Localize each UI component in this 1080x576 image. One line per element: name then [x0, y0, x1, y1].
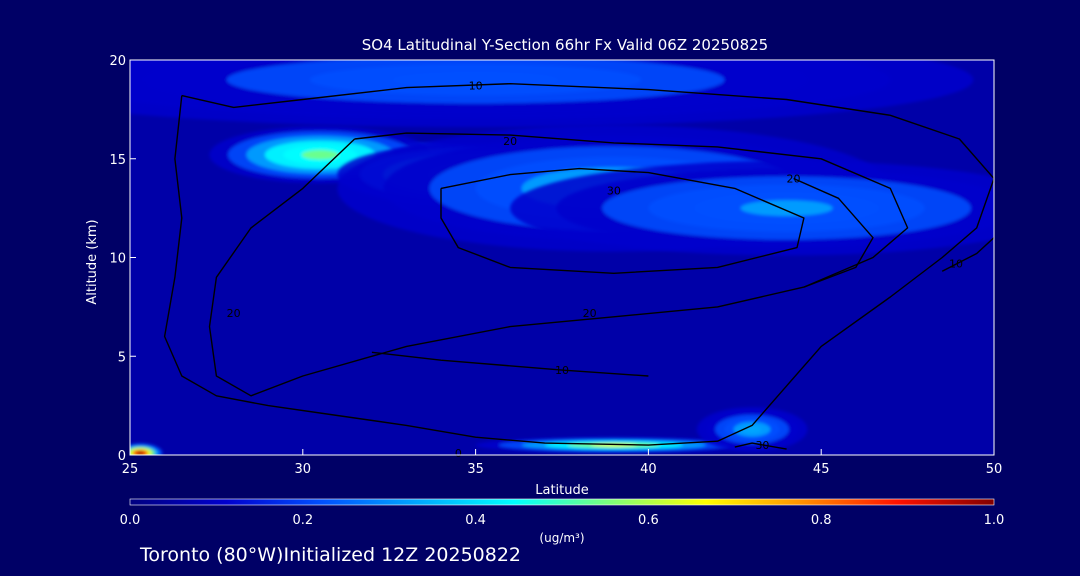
y-tick-label: 5 — [118, 350, 126, 365]
colorbar-tick-label: 0.4 — [465, 513, 486, 528]
y-tick-label: 20 — [109, 54, 126, 69]
colorbar — [130, 499, 994, 505]
colorbar-tick-label: 1.0 — [984, 513, 1005, 528]
contour-line — [208, 132, 909, 397]
x-axis: 25 30 35 40 45 50 — [122, 449, 1003, 477]
y-axis-label: Altitude (km) — [85, 219, 100, 304]
x-tick-label: 45 — [813, 462, 830, 477]
chart-title: SO4 Latitudinal Y-Section 66hr Fx Valid … — [362, 36, 768, 54]
contour-label: 20 — [227, 307, 241, 320]
concentration-shading — [130, 60, 994, 455]
x-tick-label: 50 — [986, 462, 1003, 477]
x-tick-label: 35 — [467, 462, 484, 477]
shading-blob — [510, 160, 994, 256]
y-axis: 0 5 10 15 20 — [109, 54, 136, 464]
contour-label: 20 — [787, 173, 801, 186]
contour-line — [371, 351, 649, 377]
contour-label: 30 — [755, 439, 769, 452]
contour-line — [440, 167, 805, 274]
shading-cell — [301, 150, 339, 160]
contour-label: 20 — [503, 135, 517, 148]
contour-lines — [163, 83, 994, 450]
shading-blob — [696, 407, 808, 452]
contour-line — [734, 442, 787, 450]
colorbar-tick-label: 0.2 — [292, 513, 313, 528]
shading-blob — [130, 443, 163, 455]
x-tick-label: 25 — [122, 462, 139, 477]
x-tick-label: 40 — [640, 462, 657, 477]
contour-labels: 10 20 30 20 10 30 10 20 20 0 — [227, 80, 963, 460]
colorbar-tick-label: 0.6 — [638, 513, 659, 528]
colorbar-unit-label: (ug/m³) — [539, 531, 584, 545]
contour-line — [941, 237, 994, 272]
contour-label: 10 — [555, 364, 569, 377]
y-tick-label: 0 — [118, 449, 126, 464]
contour-label: 10 — [469, 80, 483, 93]
contour-line — [793, 177, 874, 288]
colorbar-ticks: 0.0 0.2 0.4 0.6 0.8 1.0 — [120, 513, 1005, 528]
colorbar-frame — [129, 498, 995, 506]
x-axis-label: Latitude — [535, 483, 589, 498]
contour-label: 20 — [583, 307, 597, 320]
contour-line — [163, 83, 994, 446]
y-tick-label: 15 — [109, 153, 126, 168]
colorbar-tick-label: 0.8 — [811, 513, 832, 528]
y-tick-label: 10 — [109, 252, 126, 267]
shading-cell — [740, 200, 833, 217]
x-tick-label: 30 — [295, 462, 312, 477]
contour-label: 30 — [607, 184, 621, 197]
contour-label: 10 — [949, 257, 963, 270]
colorbar-tick-label: 0.0 — [120, 513, 141, 528]
footer-initialized-text: Toronto (80°W)Initialized 12Z 20250822 — [139, 544, 521, 566]
shading-cell — [136, 451, 145, 455]
contour-label: 0 — [455, 447, 462, 460]
shading-cell — [742, 425, 762, 434]
